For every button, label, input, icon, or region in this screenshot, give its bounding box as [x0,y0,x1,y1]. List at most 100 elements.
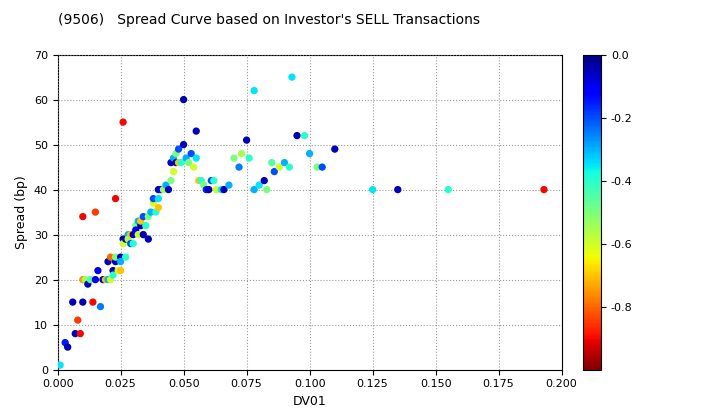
Point [62,344,73,350]
Point [228,155,240,161]
Point [329,146,341,152]
Point [248,186,260,193]
Point [130,222,141,229]
Point [127,240,139,247]
Point [97,276,109,283]
Point [173,146,184,152]
Point [115,267,127,274]
Point [84,276,96,283]
Point [120,254,131,260]
Point [122,236,134,242]
Point [261,186,272,193]
Point [170,150,181,157]
Point [87,299,99,305]
Point [223,182,235,189]
Point [135,218,147,224]
Point [109,195,121,202]
Point [442,186,454,193]
Point [109,258,121,265]
Point [168,155,179,161]
Point [286,74,298,81]
Point [284,164,295,171]
Point [258,177,270,184]
Point [178,96,189,103]
Point [138,231,149,238]
Point [158,186,169,193]
Point [299,132,310,139]
Point [190,155,202,161]
Point [145,209,156,215]
Point [291,132,302,139]
Point [143,236,154,242]
Point [67,299,78,305]
Point [107,272,119,278]
Point [240,137,252,144]
Point [180,155,192,161]
Point [120,236,131,242]
Point [160,182,171,189]
Point [125,240,136,247]
Point [125,231,136,238]
Point [138,213,149,220]
Point [183,159,194,166]
Point [200,186,212,193]
Point [392,186,403,193]
Point [274,164,285,171]
Point [153,186,164,193]
Point [185,150,197,157]
Point [115,258,127,265]
Point [79,276,91,283]
Point [156,186,167,193]
Point [122,231,134,238]
Point [168,168,179,175]
Point [218,186,230,193]
Point [75,330,86,337]
Point [140,222,151,229]
Y-axis label: Spread (bp): Spread (bp) [15,175,28,249]
Point [243,155,255,161]
Point [89,209,101,215]
Point [59,339,71,346]
Point [153,195,164,202]
Point [69,330,81,337]
Point [117,240,129,247]
Point [89,276,101,283]
Point [112,267,124,274]
Point [165,159,176,166]
Point [235,150,247,157]
Point [233,164,245,171]
Point [279,159,290,166]
Point [132,218,144,224]
Point [173,159,184,166]
Point [188,164,199,171]
Point [143,213,154,220]
Point [163,186,174,193]
Point [216,186,228,193]
Point [153,204,164,211]
Point [178,141,189,148]
Point [148,195,159,202]
Point [165,177,176,184]
X-axis label: DV01: DV01 [293,395,326,408]
Point [72,317,84,323]
Point [366,186,379,193]
Point [135,222,147,229]
Point [102,258,114,265]
Point [193,177,204,184]
Point [269,168,280,175]
Point [105,254,117,260]
Point [317,164,328,171]
Point [105,276,117,283]
Point [77,276,89,283]
Point [95,303,107,310]
Point [208,177,220,184]
Point [77,299,89,305]
Point [107,267,119,274]
Point [82,281,94,287]
Point [170,159,181,166]
Point [203,186,215,193]
Point [117,236,129,242]
Point [311,164,323,171]
Point [115,254,127,260]
Point [266,159,278,166]
